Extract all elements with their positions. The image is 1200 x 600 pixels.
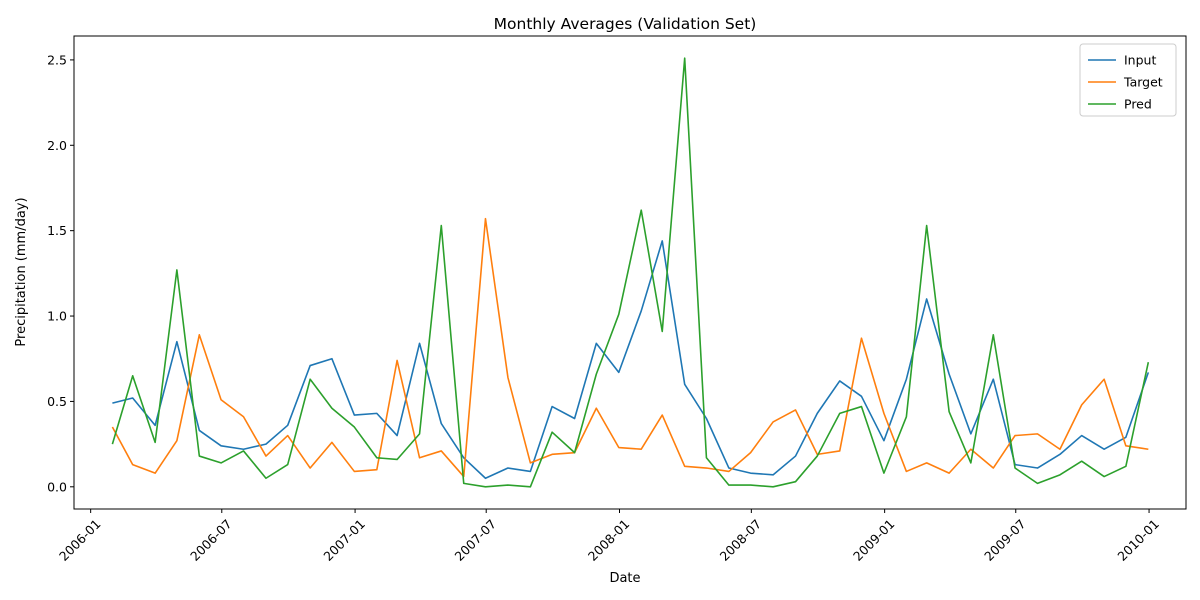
x-tick-label: 2007-07: [452, 516, 500, 564]
x-tick-label: 2010-01: [1114, 516, 1162, 564]
y-tick-label: 2.5: [47, 52, 67, 67]
y-tick-label: 1.5: [47, 223, 67, 238]
series-lines: [111, 57, 1150, 488]
x-tick-label: 2009-01: [850, 516, 898, 564]
series-line-pred: [111, 57, 1150, 488]
legend-box: [1079, 43, 1177, 117]
series-line-input: [112, 240, 1150, 480]
x-tick-label: 2008-01: [585, 516, 633, 564]
x-tick-label: 2009-07: [981, 516, 1029, 564]
x-tick-label: 2006-01: [56, 516, 104, 564]
x-tick-label: 2008-07: [717, 516, 765, 564]
legend-label: Target: [1123, 75, 1163, 90]
y-tick-label: 2.0: [47, 138, 67, 153]
legend-label: Input: [1124, 53, 1156, 68]
y-tick-label: 1.0: [47, 309, 67, 324]
x-axis: 2006-01 2006-07 2007-01 2007-07 2008-01 2008-…: [56, 509, 1162, 564]
y-axis-label: Precipitation (mm/day): [14, 197, 29, 346]
y-tick-label: 0.5: [47, 394, 67, 409]
legend: Input Target Pred: [1079, 43, 1177, 117]
chart-title: Monthly Averages (Validation Set): [494, 15, 757, 33]
y-axis: 0.0 0.5 1.0 1.5 2.0 2.5: [47, 52, 74, 494]
plot-frame: [73, 35, 1187, 510]
x-tick-label: 2007-01: [320, 516, 368, 564]
series-line-target: [111, 217, 1149, 478]
x-axis-label: Date: [609, 571, 640, 586]
y-tick-label: 0.0: [47, 479, 67, 494]
legend-label: Pred: [1124, 97, 1152, 112]
x-tick-label: 2006-07: [187, 516, 235, 564]
